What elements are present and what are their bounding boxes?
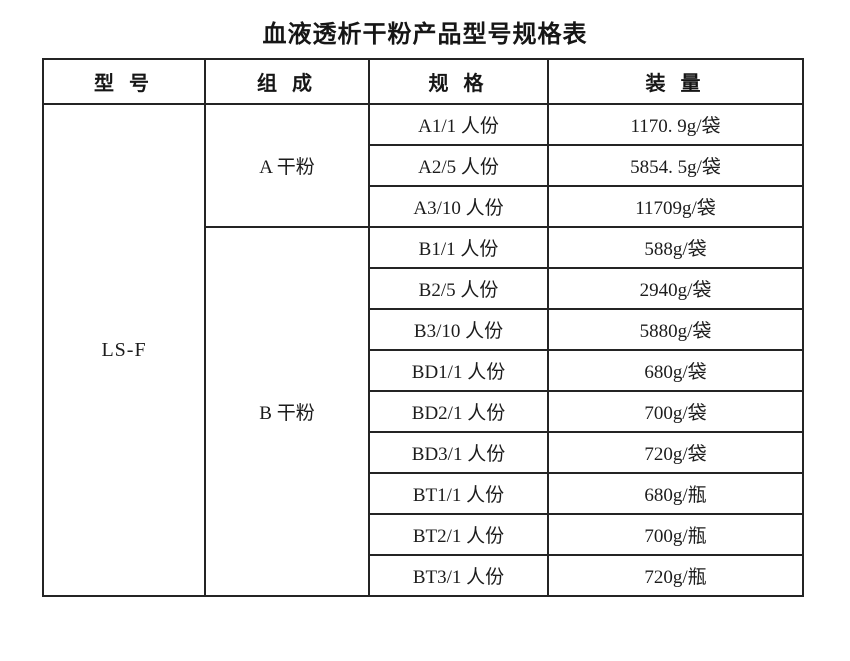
spec-cell: A2/5 人份 <box>368 144 549 187</box>
table-row: BT2/1 人份 700g/瓶 <box>43 513 804 556</box>
qty-cell: 588g/袋 <box>547 226 804 269</box>
qty-cell: 11709g/袋 <box>547 185 804 228</box>
table-row: A2/5 人份 5854. 5g/袋 <box>43 144 804 187</box>
spec-cell: BT2/1 人份 <box>368 513 549 556</box>
spec-cell: BD3/1 人份 <box>368 431 549 474</box>
model-cell: LS-F <box>42 103 206 597</box>
composition-cell-b: B 干粉 <box>204 226 370 597</box>
composition-cell-a: A 干粉 <box>204 103 370 228</box>
spec-cell: BT1/1 人份 <box>368 472 549 515</box>
page-title: 血液透析干粉产品型号规格表 <box>262 22 588 48</box>
spec-cell: BD2/1 人份 <box>368 390 549 433</box>
qty-cell: 700g/袋 <box>547 390 804 433</box>
table-row: LS-F A 干粉 A1/1 人份 1170. 9g/袋 <box>42 103 804 597</box>
table-row: BT1/1 人份 680g/瓶 <box>43 472 804 515</box>
qty-cell: 2940g/袋 <box>547 267 804 310</box>
product-spec-table: 型 号 组 成 规 格 装 量 LS-F A 干粉 A1/1 人份 1170. … <box>42 58 804 597</box>
spec-cell: A1/1 人份 <box>368 103 549 146</box>
spec-cell: B3/10 人份 <box>368 308 549 351</box>
qty-cell: 5854. 5g/袋 <box>547 144 804 187</box>
header-model: 型 号 <box>42 58 206 105</box>
qty-cell: 720g/袋 <box>547 431 804 474</box>
qty-cell: 1170. 9g/袋 <box>547 103 804 146</box>
table-row: BD2/1 人份 700g/袋 <box>43 390 804 433</box>
qty-cell: 680g/袋 <box>547 349 804 392</box>
header-quantity: 装 量 <box>547 58 804 105</box>
spec-cell: B2/5 人份 <box>368 267 549 310</box>
spec-cell: BD1/1 人份 <box>368 349 549 392</box>
table-row: B2/5 人份 2940g/袋 <box>43 267 804 310</box>
header-row: 型 号 组 成 规 格 装 量 <box>42 58 804 105</box>
header-spec: 规 格 <box>368 58 549 105</box>
qty-cell: 680g/瓶 <box>547 472 804 515</box>
qty-cell: 720g/瓶 <box>547 554 804 597</box>
header-composition: 组 成 <box>204 58 370 105</box>
spec-cell: A3/10 人份 <box>368 185 549 228</box>
qty-cell: 700g/瓶 <box>547 513 804 556</box>
spec-cell: BT3/1 人份 <box>368 554 549 597</box>
table-row: A3/10 人份 11709g/袋 <box>43 185 804 228</box>
qty-cell: 5880g/袋 <box>547 308 804 351</box>
table-row: B3/10 人份 5880g/袋 <box>43 308 804 351</box>
table-row: BD3/1 人份 720g/袋 <box>43 431 804 474</box>
table-row: B 干粉 B1/1 人份 588g/袋 <box>43 226 804 597</box>
table-row: BT3/1 人份 720g/瓶 <box>43 554 804 597</box>
spec-cell: B1/1 人份 <box>368 226 549 269</box>
table-row: BD1/1 人份 680g/袋 <box>43 349 804 392</box>
